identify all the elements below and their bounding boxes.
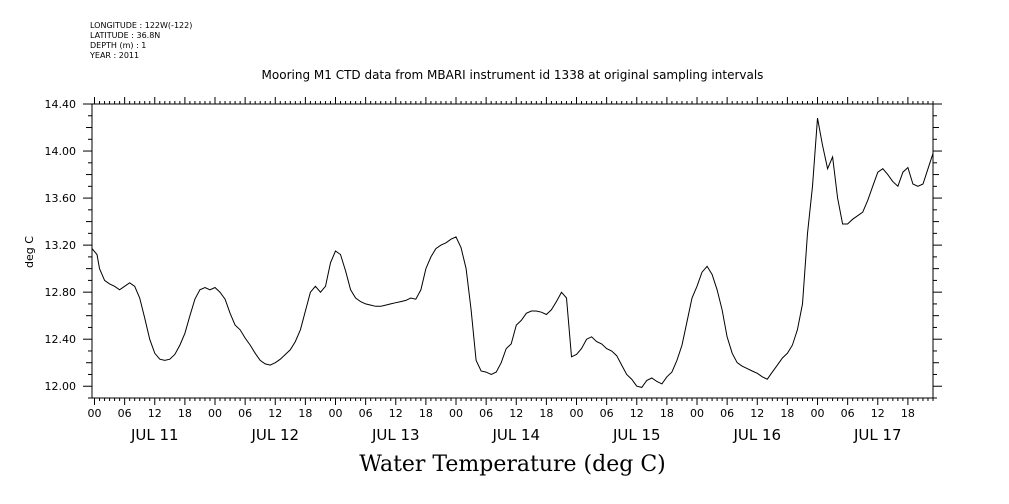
y-tick-label: 14.40 bbox=[45, 98, 77, 111]
x-tick-label: 12 bbox=[389, 407, 403, 420]
y-tick-label: 12.40 bbox=[45, 333, 77, 346]
x-tick-label: 12 bbox=[148, 407, 162, 420]
x-tick-label: 00 bbox=[329, 407, 343, 420]
x-tick-label: 00 bbox=[449, 407, 463, 420]
x-tick-label: 00 bbox=[88, 407, 102, 420]
x-day-label: JUL 15 bbox=[612, 426, 661, 444]
axis-ticks bbox=[83, 97, 942, 405]
y-tick-label: 12.00 bbox=[45, 380, 77, 393]
y-tick-label: 13.20 bbox=[45, 239, 77, 252]
longitude-label: LONGITUDE : 122W(-122) bbox=[90, 21, 193, 30]
x-tick-label: 18 bbox=[780, 407, 794, 420]
x-tick-label: 18 bbox=[901, 407, 915, 420]
depth-label: DEPTH (m) : 1 bbox=[90, 41, 147, 50]
y-tick-label: 14.00 bbox=[45, 145, 77, 158]
x-day-label: JUL 12 bbox=[250, 426, 299, 444]
y-tick-label: 13.60 bbox=[45, 192, 77, 205]
x-day-label: JUL 17 bbox=[853, 426, 902, 444]
x-tick-label: 18 bbox=[178, 407, 192, 420]
x-tick-label: 06 bbox=[600, 407, 614, 420]
y-tick-label: 12.80 bbox=[45, 286, 77, 299]
x-tick-label: 18 bbox=[419, 407, 433, 420]
x-tick-label: 06 bbox=[238, 407, 252, 420]
chart-title: Mooring M1 CTD data from MBARI instrumen… bbox=[261, 68, 764, 82]
x-tick-label: 06 bbox=[118, 407, 132, 420]
x-tick-label: 12 bbox=[750, 407, 764, 420]
x-day-label: JUL 11 bbox=[130, 426, 179, 444]
x-day-label: JUL 14 bbox=[491, 426, 540, 444]
y-axis-label: deg C bbox=[23, 236, 36, 268]
x-tick-label: 12 bbox=[630, 407, 644, 420]
x-tick-label: 06 bbox=[359, 407, 373, 420]
plot-frame bbox=[91, 103, 934, 399]
x-tick-label: 12 bbox=[871, 407, 885, 420]
mooring-metadata: LONGITUDE : 122W(-122) LATITUDE : 36.8N … bbox=[90, 21, 192, 61]
latitude-label: LATITUDE : 36.8N bbox=[90, 31, 161, 40]
x-axis-title: Water Temperature (deg C) bbox=[359, 452, 666, 477]
year-label: YEAR : 2011 bbox=[90, 51, 140, 60]
x-tick-label: 12 bbox=[268, 407, 282, 420]
x-tick-label: 18 bbox=[660, 407, 674, 420]
axis-labels: 00 06 12 18 00 06 12 18 00 06 12 18 00 06 12 18 00 06 12 18… bbox=[45, 98, 915, 444]
x-tick-label: 00 bbox=[690, 407, 704, 420]
x-tick-label: 18 bbox=[539, 407, 553, 420]
x-tick-label: 06 bbox=[479, 407, 493, 420]
x-tick-label: 06 bbox=[720, 407, 734, 420]
x-tick-label: 00 bbox=[570, 407, 584, 420]
x-tick-label: 18 bbox=[298, 407, 312, 420]
x-tick-label: 12 bbox=[509, 407, 523, 420]
temperature-line bbox=[91, 118, 934, 388]
x-tick-label: 00 bbox=[811, 407, 825, 420]
x-tick-label: 06 bbox=[841, 407, 855, 420]
x-day-label: JUL 13 bbox=[371, 426, 420, 444]
x-day-label: JUL 16 bbox=[732, 426, 781, 444]
x-tick-label: 00 bbox=[208, 407, 222, 420]
